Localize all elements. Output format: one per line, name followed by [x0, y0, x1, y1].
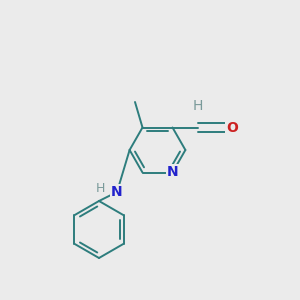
Text: O: O	[226, 121, 238, 134]
Text: H: H	[96, 182, 105, 195]
Text: H: H	[193, 100, 203, 113]
Text: N: N	[111, 185, 123, 199]
Text: N: N	[167, 166, 178, 179]
